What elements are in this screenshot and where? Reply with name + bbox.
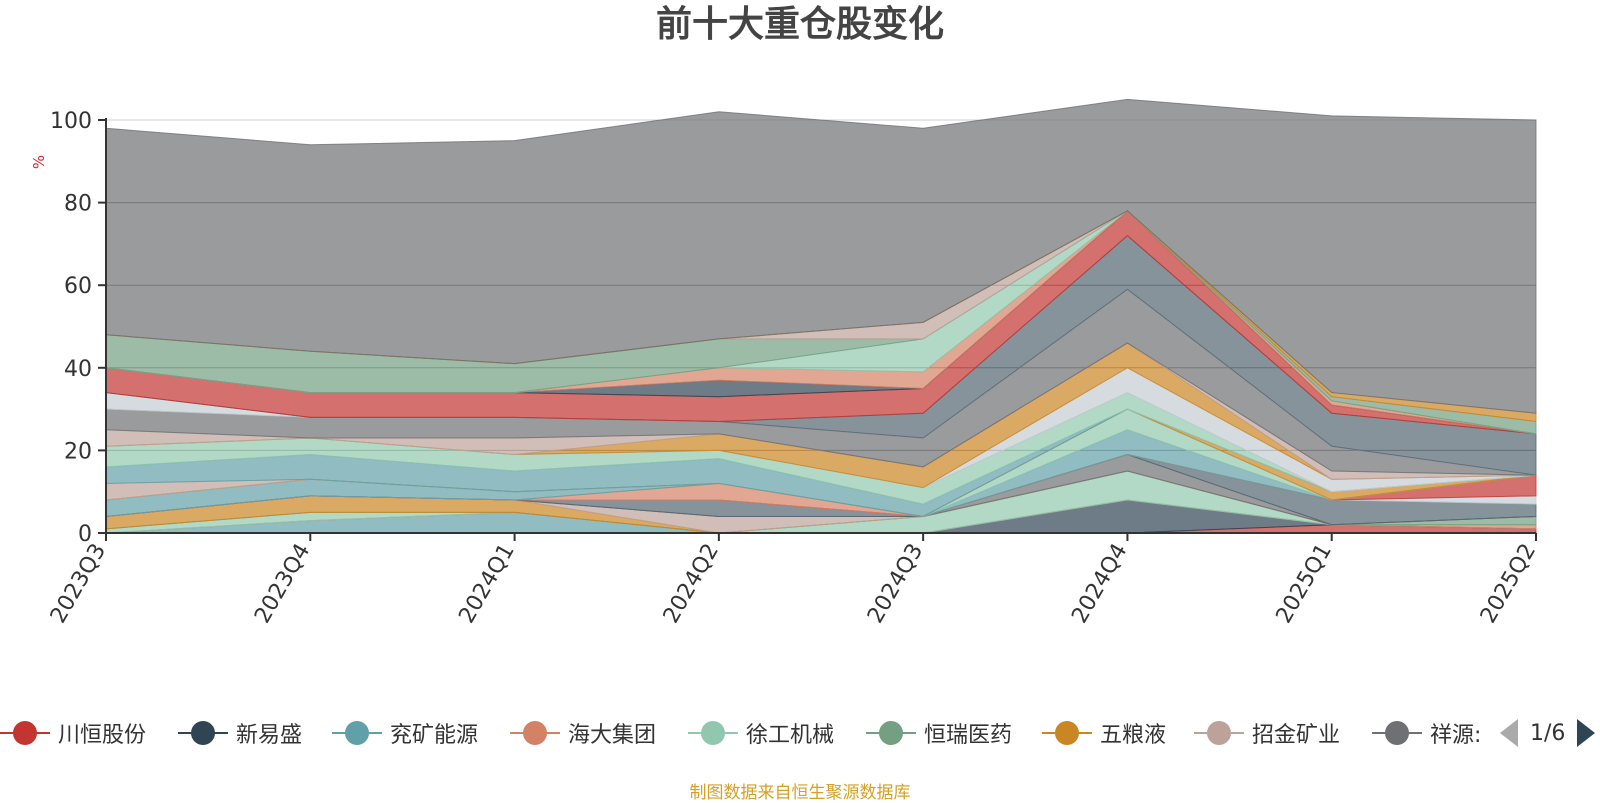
legend-label: 兖矿能源 (390, 723, 479, 748)
legend-label: 祥源: (1430, 723, 1482, 748)
legend-label: 招金矿业 (1252, 723, 1341, 748)
x-tick-label: 2025Q1 (1272, 540, 1337, 628)
y-tick-label: 60 (64, 274, 92, 299)
chart-title: 前十大重仓股变化 (655, 4, 944, 45)
legend-marker-icon (866, 720, 916, 746)
legend-label: 新易盛 (236, 723, 303, 748)
legend-label: 川恒股份 (58, 723, 147, 748)
legend-label: 海大集团 (568, 723, 657, 748)
legend-marker-icon (510, 720, 560, 746)
legend-item[interactable]: 招金矿业 (1194, 713, 1340, 753)
legend-item[interactable]: 川恒股份 (0, 713, 146, 753)
x-tick-label: 2023Q3 (46, 540, 111, 628)
y-tick-label: 100 (50, 109, 92, 134)
legend-item[interactable]: 恒瑞医药 (866, 713, 1012, 753)
x-tick-label: 2024Q4 (1067, 540, 1132, 628)
x-tick-label: 2023Q4 (250, 540, 315, 628)
chart-legend: 川恒股份 新易盛 兖矿能源 海大集团 徐工机械 恒瑞医药 五粮液 招金矿业 祥源: (0, 713, 1600, 753)
y-tick-label: 20 (64, 439, 92, 464)
area-chart: 0 20 40 60 80 100% 2023Q3 2023Q4 2024Q1 2024Q2 202… (30, 98, 1541, 628)
legend-marker-icon (0, 720, 50, 746)
x-tick-label: 2025Q2 (1476, 540, 1541, 628)
x-tick-label: 2024Q1 (454, 540, 519, 628)
legend-item[interactable]: 祥源: (1372, 713, 1481, 753)
legend-marker-icon (688, 720, 738, 746)
legend-marker-icon (1194, 720, 1244, 746)
legend-item[interactable]: 新易盛 (178, 713, 302, 753)
legend-item[interactable]: 海大集团 (510, 713, 656, 753)
x-tick-label: 2024Q2 (659, 540, 724, 628)
y-tick-label: 40 (64, 357, 92, 382)
legend-marker-icon (1042, 720, 1092, 746)
legend-item[interactable]: 徐工机械 (688, 713, 834, 753)
legend-marker-icon (1372, 720, 1422, 746)
legend-page-indicator: 1/6 (1530, 720, 1566, 746)
y-tick-label: 0 (78, 522, 92, 547)
legend-next-page-icon[interactable] (1577, 719, 1596, 747)
legend-marker-icon (332, 720, 382, 746)
y-tick-label: 80 (64, 192, 92, 217)
y-axis-label: % (30, 155, 48, 169)
x-tick-label: 2024Q3 (863, 540, 928, 628)
legend-label: 五粮液 (1100, 723, 1167, 748)
legend-item[interactable]: 五粮液 (1042, 713, 1166, 753)
legend-marker-icon (178, 720, 228, 746)
legend-label: 恒瑞医药 (924, 723, 1013, 748)
legend-prev-page-icon[interactable] (1500, 719, 1518, 747)
legend-item[interactable]: 兖矿能源 (332, 713, 478, 753)
data-source-note: 制图数据来自恒生聚源数据库 (689, 783, 911, 803)
legend-label: 徐工机械 (746, 723, 835, 748)
area-series-32 (105, 98, 1537, 414)
legend-pager: 1/6 (1500, 713, 1596, 753)
